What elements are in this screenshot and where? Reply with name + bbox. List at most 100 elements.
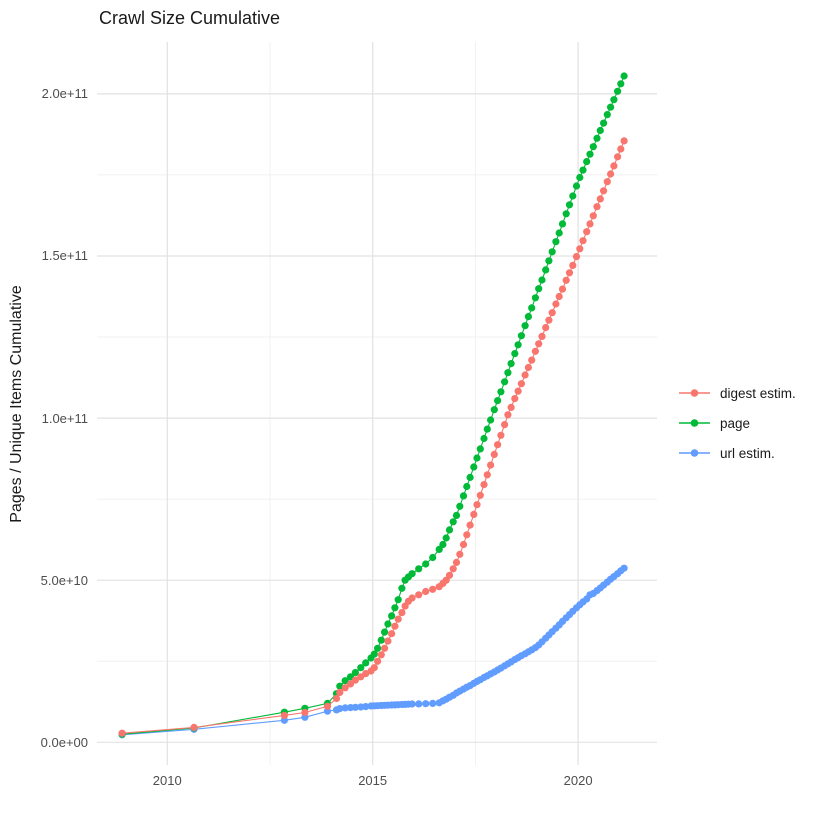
legend-label: digest estim. [720, 385, 796, 401]
gridlines-major [97, 42, 657, 765]
data-point [569, 192, 577, 200]
data-point [377, 651, 385, 659]
data-point [511, 350, 519, 358]
legend-marker-icon [679, 389, 710, 397]
series-url [118, 564, 628, 739]
data-point [381, 628, 389, 636]
data-point [558, 285, 567, 293]
data-point [391, 604, 399, 612]
data-point [415, 591, 423, 599]
data-point [497, 431, 505, 439]
y-tick-label: 1.0e+11 [41, 410, 88, 426]
data-point [620, 72, 628, 80]
data-point [362, 659, 370, 667]
data-point [476, 491, 484, 499]
data-point [504, 411, 512, 419]
data-point [545, 257, 553, 265]
data-point [542, 324, 550, 332]
data-point [545, 316, 553, 324]
data-point [589, 212, 597, 220]
data-point [565, 201, 574, 209]
data-point [459, 492, 468, 500]
data-point [535, 340, 543, 348]
data-point [507, 403, 515, 411]
data-point [487, 416, 495, 424]
data-point [494, 397, 502, 405]
y-tick-label: 5.0e+10 [40, 572, 88, 588]
data-point [398, 609, 406, 617]
data-point [370, 650, 378, 658]
data-point [514, 387, 522, 395]
data-point [524, 363, 533, 372]
data-point [552, 300, 560, 308]
data-point [470, 510, 478, 518]
data-point [538, 332, 546, 340]
data-point [408, 594, 416, 602]
data-point [596, 195, 604, 203]
gridlines-minor [97, 42, 657, 765]
data-point [596, 126, 604, 135]
data-point [336, 705, 344, 713]
data-point [429, 699, 437, 708]
data-point [555, 292, 563, 301]
data-point [377, 636, 385, 644]
data-point [524, 313, 533, 321]
data-point [190, 723, 198, 732]
data-point [620, 137, 628, 145]
data-point [408, 700, 416, 708]
data-point [548, 248, 556, 256]
data-point [569, 261, 577, 269]
data-point [558, 220, 567, 228]
data-point [511, 395, 519, 403]
data-point [456, 550, 464, 558]
data-point [280, 711, 288, 720]
y-tick-label: 1.5e+11 [41, 248, 88, 264]
data-point [586, 150, 594, 158]
data-point [610, 162, 618, 170]
data-point [600, 119, 608, 127]
chart-title: Crawl Size Cumulative [99, 8, 281, 28]
data-point [452, 511, 461, 519]
data-point [381, 644, 389, 652]
data-point [473, 501, 481, 509]
data-point [572, 182, 581, 190]
data-point [357, 664, 365, 672]
data-point [466, 521, 474, 529]
data-point [398, 584, 406, 592]
data-point [586, 220, 594, 228]
data-point [374, 644, 382, 652]
data-point [394, 615, 402, 623]
data-point [429, 585, 437, 593]
data-point [562, 276, 570, 284]
data-point [579, 237, 587, 245]
data-point [620, 564, 628, 572]
data-point [439, 540, 447, 549]
data-point [323, 702, 332, 710]
data-point [617, 80, 625, 88]
data-point [374, 657, 382, 665]
legend-marker-icon [679, 419, 710, 427]
legend-dot [690, 449, 699, 457]
data-point [514, 341, 522, 349]
data-point [351, 703, 359, 711]
data-point [351, 676, 359, 684]
data-point [583, 158, 591, 166]
data-point [463, 482, 471, 491]
data-point [548, 309, 556, 317]
data-point [565, 269, 574, 277]
legend-item-url: url estim. [678, 438, 796, 468]
data-point [562, 210, 570, 218]
data-point [476, 445, 484, 453]
data-point [408, 570, 416, 578]
data-point [384, 620, 392, 628]
data-point [341, 677, 349, 685]
data-point [483, 425, 491, 433]
y-axis-title: Pages / Unique Items Cumulative [8, 285, 25, 523]
data-point [501, 421, 509, 429]
data-point [517, 380, 526, 388]
data-point [336, 682, 344, 690]
data-point [497, 388, 505, 396]
data-point [388, 612, 396, 620]
data-point [370, 664, 378, 672]
